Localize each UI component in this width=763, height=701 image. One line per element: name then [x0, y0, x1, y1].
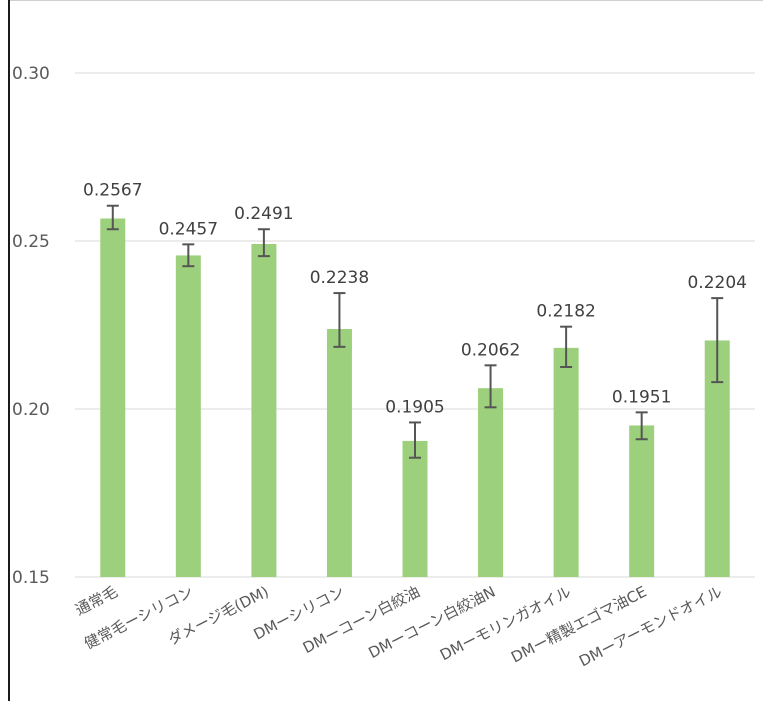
bar[interactable]	[175, 255, 201, 577]
category-label: DMーモリンガオイル	[437, 583, 574, 665]
top-border	[8, 0, 763, 1]
bar[interactable]	[100, 218, 126, 577]
y-tick-label: 0.25	[12, 232, 50, 252]
bar[interactable]	[553, 347, 579, 577]
data-label: 0.2062	[461, 340, 520, 360]
y-tick-label: 0.15	[12, 568, 50, 588]
category-label: DMーコーン白絞油N	[365, 583, 498, 663]
y-tick-label: 0.20	[12, 400, 50, 420]
data-label: 0.1905	[385, 397, 444, 417]
bar[interactable]	[402, 440, 428, 577]
category-label: 通常毛	[72, 583, 120, 619]
category-label: DMーアーモンドオイル	[576, 583, 725, 671]
data-label: 0.2238	[310, 268, 369, 288]
data-label: 0.1951	[612, 387, 671, 407]
data-label: 0.2182	[536, 302, 595, 322]
data-label: 0.2457	[159, 219, 218, 239]
data-label: 0.2204	[687, 273, 746, 293]
y-tick-label: 0.30	[12, 64, 50, 84]
bar[interactable]	[251, 244, 277, 578]
left-border	[8, 0, 10, 701]
bar[interactable]	[478, 388, 504, 577]
data-label: 0.2567	[83, 181, 142, 201]
data-label: 0.2491	[234, 204, 293, 224]
bar[interactable]	[326, 329, 352, 577]
bar[interactable]	[629, 425, 655, 577]
